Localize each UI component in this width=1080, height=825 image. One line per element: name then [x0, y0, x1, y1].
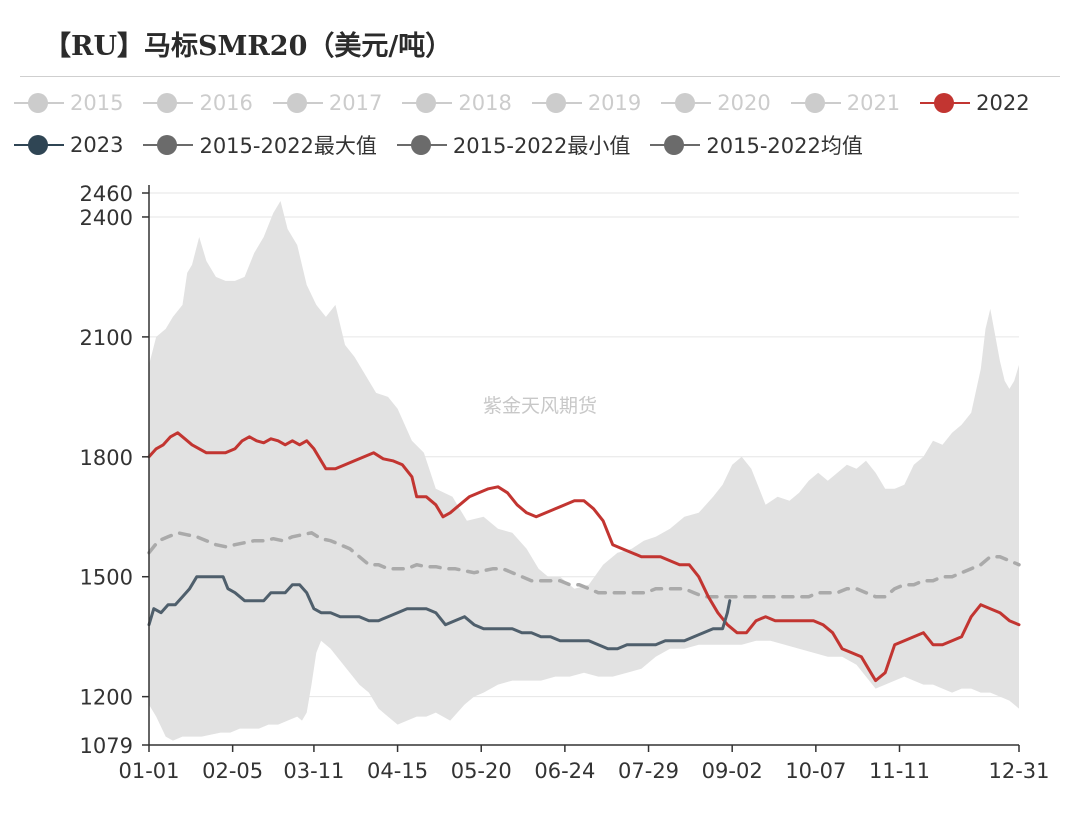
legend: 2015 2016 2017 2018 2019 2020 2021 2022 2023 201… — [14, 82, 1064, 166]
x-tick-label: 12-31 — [988, 759, 1049, 783]
legend-label: 2023 — [70, 133, 124, 157]
series-line-2022 — [147, 431, 1021, 683]
legend-item-2015-2022最大值[interactable]: 2015-2022最大值 — [143, 130, 377, 160]
legend-item-2015-2022最小值[interactable]: 2015-2022最小值 — [396, 130, 631, 160]
max-min-band — [149, 201, 1019, 741]
legend-label: 2015 — [70, 91, 124, 115]
legend-marker-icon — [402, 93, 453, 113]
legend-label: 2018 — [458, 91, 512, 115]
legend-label: 2017 — [328, 91, 383, 115]
legend-marker-icon — [920, 93, 971, 113]
legend-label: 2019 — [587, 91, 642, 115]
x-tick-label: 03-11 — [283, 759, 344, 783]
x-tick-label: 07-29 — [618, 759, 679, 783]
x-tick-label: 02-05 — [202, 759, 263, 783]
legend-label: 2016 — [199, 91, 253, 115]
legend-row: 2015 2016 2017 2018 2019 2020 2021 2022 — [14, 82, 1064, 124]
legend-item-2016[interactable]: 2016 — [143, 91, 253, 115]
legend-item-2019[interactable]: 2019 — [531, 91, 642, 115]
y-tick-label: 2400 — [80, 206, 133, 230]
legend-item-2015[interactable]: 2015 — [14, 91, 123, 115]
x-tick-label: 01-01 — [118, 759, 179, 783]
x-tick-label: 11-11 — [869, 759, 930, 783]
legend-item-2015-2022均值[interactable]: 2015-2022均值 — [650, 130, 863, 160]
watermark: 紫金天风期货 — [483, 395, 597, 417]
x-tick-label: 05-20 — [451, 759, 512, 783]
y-tick-label: 1800 — [80, 446, 133, 470]
legend-marker-icon — [143, 93, 194, 113]
x-tick-label: 09-02 — [702, 759, 763, 783]
legend-marker-icon — [272, 93, 323, 113]
legend-item-2017[interactable]: 2017 — [272, 91, 383, 115]
legend-marker-icon — [790, 93, 841, 113]
chart-title: 【RU】马标SMR20（美元/吨） — [44, 31, 453, 62]
x-tick-label: 04-15 — [367, 759, 428, 783]
legend-item-2020[interactable]: 2020 — [661, 91, 771, 115]
y-tick-label: 1500 — [80, 566, 133, 590]
x-tick-label: 10-07 — [785, 759, 846, 783]
legend-marker-icon — [396, 135, 447, 155]
legend-label: 2020 — [717, 91, 771, 115]
legend-item-2021[interactable]: 2021 — [790, 91, 901, 115]
legend-marker-icon — [143, 135, 194, 155]
legend-marker-icon — [14, 135, 64, 155]
legend-marker-icon — [14, 93, 64, 113]
legend-item-2022[interactable]: 2022 — [920, 91, 1030, 115]
series-line-2023 — [147, 575, 732, 651]
x-tick-label: 06-24 — [534, 759, 595, 783]
legend-label: 2022 — [976, 91, 1030, 115]
legend-marker-icon — [531, 93, 582, 113]
legend-marker-icon — [661, 93, 712, 113]
legend-label: 2021 — [846, 91, 901, 115]
legend-label: 2015-2022均值 — [706, 134, 863, 158]
legend-label: 2015-2022最大值 — [199, 134, 377, 158]
y-tick-label: 2460 — [80, 182, 133, 206]
y-tick-label: 1079 — [80, 734, 133, 758]
legend-item-2023[interactable]: 2023 — [14, 133, 123, 157]
title-divider — [20, 76, 1060, 77]
legend-label: 2015-2022最小值 — [452, 134, 631, 158]
legend-item-2018[interactable]: 2018 — [402, 91, 512, 115]
y-tick-label: 1200 — [80, 686, 133, 710]
legend-row: 2023 2015-2022最大值 2015-2022最小值 2015-2022均值 — [14, 124, 1064, 166]
series-line-2015-2022均值 — [147, 531, 1021, 599]
y-tick-label: 2100 — [80, 326, 133, 350]
legend-marker-icon — [650, 135, 701, 155]
